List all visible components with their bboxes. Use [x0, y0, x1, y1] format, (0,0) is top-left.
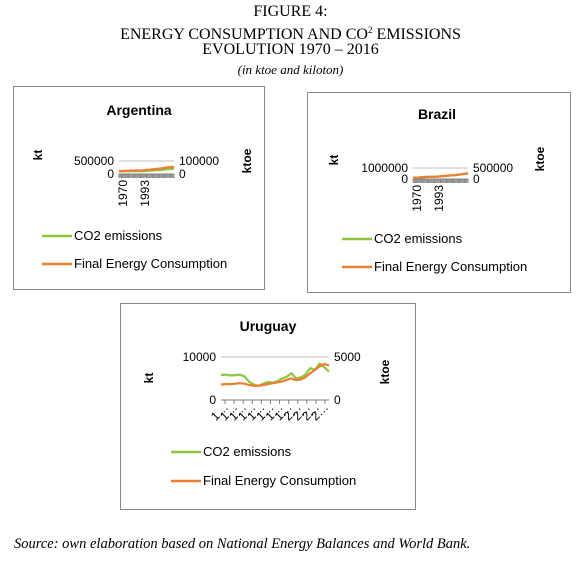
- y2-tick-label: 0: [334, 393, 341, 407]
- chart-title: Brazil: [418, 106, 456, 122]
- figure-title-line3: EVOLUTION 1970 – 2016: [202, 41, 379, 58]
- legend-co2-label: CO2 emissions: [374, 231, 463, 246]
- chart-brazil: Brazil kt ktoe 1000000 0 500000 0 1970 1993 CO2 e…: [307, 92, 571, 293]
- series-energy-line: [220, 362, 330, 387]
- chart-uruguay: Uruguay kt ktoe 10000 0 5000 0 1… 1… 1… 1… 1… 1… 1… 1……: [120, 303, 416, 510]
- y-tick-label: 1000000: [361, 161, 408, 175]
- y2-axis-title: ktoe: [378, 359, 392, 384]
- series-energy-line: [118, 165, 175, 173]
- source-note: Source: own elaboration based on Nationa…: [14, 536, 471, 552]
- y-axis-title: kt: [31, 150, 45, 161]
- co2-subscript: 2: [367, 25, 373, 35]
- y-tick-label: 500000: [74, 154, 114, 168]
- y-tick-label: 0: [401, 172, 408, 186]
- figure-title: ENERGY CONSUMPTION AND CO2 EMISSIONS: [120, 25, 461, 43]
- chart-title: Argentina: [106, 102, 172, 118]
- chart-title: Uruguay: [240, 318, 297, 334]
- y-tick-label: 0: [209, 393, 216, 407]
- y2-tick-label: 100000: [179, 154, 219, 168]
- y-axis-title: kt: [327, 155, 341, 166]
- legend-energy-label: Final Energy Consumption: [374, 259, 527, 274]
- series-energy-line: [412, 172, 469, 179]
- figure-subtitle: (in ktoe and kiloton): [237, 62, 344, 77]
- y-tick-label: 10000: [183, 350, 217, 364]
- y2-tick-label: 0: [473, 172, 480, 186]
- x-tick-label: 1993: [432, 185, 446, 212]
- y2-axis-title: ktoe: [533, 146, 547, 171]
- figure-number: FIGURE 4:: [253, 3, 328, 20]
- legend-co2-label: CO2 emissions: [74, 228, 163, 243]
- y2-axis-title: ktoe: [240, 148, 254, 173]
- legend-energy-label: Final Energy Consumption: [74, 256, 227, 271]
- y2-tick-label: 5000: [334, 350, 361, 364]
- y-tick-label: 0: [107, 167, 114, 181]
- legend-energy-label: Final Energy Consumption: [203, 473, 356, 488]
- x-tick-label: 1970: [116, 180, 130, 207]
- legend-co2-label: CO2 emissions: [203, 444, 292, 459]
- y-axis-title: kt: [142, 373, 156, 384]
- chart-argentina: Argentina kt ktoe 500000 0 100000 0 1970 1993 CO2…: [13, 86, 265, 290]
- y2-tick-label: 500000: [473, 161, 513, 175]
- y2-tick-label: 0: [179, 167, 186, 181]
- x-tick-label: 1970: [410, 185, 424, 212]
- x-tick-label: 1993: [138, 180, 152, 207]
